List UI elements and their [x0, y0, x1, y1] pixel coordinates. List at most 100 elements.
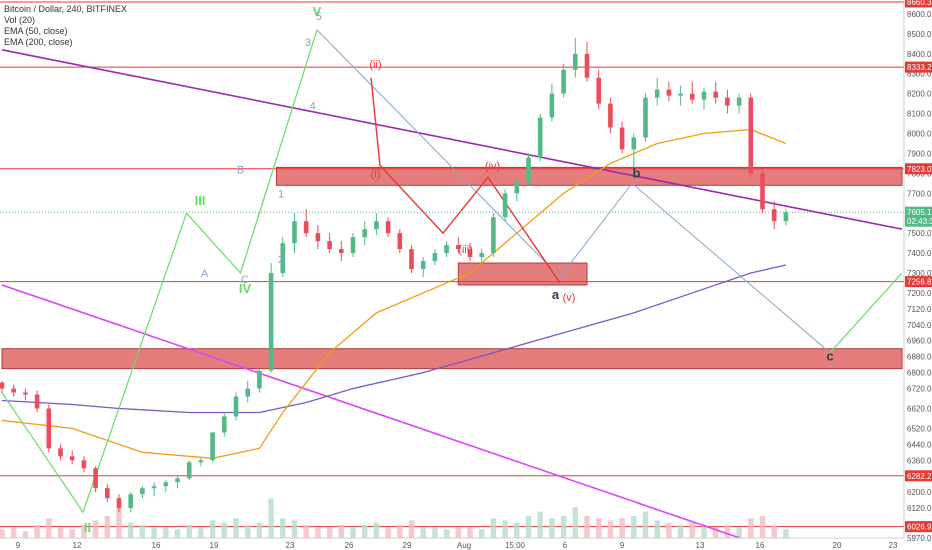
- candle-body[interactable]: [654, 89, 660, 98]
- x-tick-label: 13: [696, 541, 705, 550]
- candle-body[interactable]: [151, 486, 157, 489]
- candle-body[interactable]: [186, 462, 192, 479]
- volume-bar: [92, 520, 99, 538]
- volume-bar: [338, 524, 345, 538]
- volume-bar: [116, 507, 122, 538]
- candle-body[interactable]: [362, 229, 367, 238]
- candle-body[interactable]: [198, 460, 204, 463]
- candle-body[interactable]: [619, 127, 625, 150]
- candle-body[interactable]: [163, 482, 169, 487]
- candle-body[interactable]: [397, 233, 403, 250]
- candle-body[interactable]: [690, 93, 695, 100]
- candle-body[interactable]: [701, 91, 707, 100]
- candle-body[interactable]: [596, 77, 601, 104]
- candle-body[interactable]: [514, 181, 520, 194]
- legend-ema50: EMA (50, close): [4, 26, 68, 36]
- candle-body[interactable]: [771, 209, 777, 222]
- candle-body[interactable]: [631, 137, 637, 150]
- x-tick-label: 9: [620, 541, 625, 550]
- y-tick-label: 6120.0: [907, 504, 932, 513]
- candle-body[interactable]: [280, 243, 286, 273]
- candle-body[interactable]: [81, 460, 87, 469]
- candle-body[interactable]: [409, 249, 414, 270]
- volume-bar: [619, 518, 625, 538]
- candle-body[interactable]: [549, 93, 555, 118]
- x-tick-label: 23: [286, 541, 295, 550]
- candle-body[interactable]: [93, 468, 98, 489]
- candle-body[interactable]: [736, 97, 742, 106]
- candle-body[interactable]: [537, 117, 543, 158]
- candle-body[interactable]: [526, 157, 531, 182]
- candle-body[interactable]: [608, 103, 613, 128]
- candle-body[interactable]: [713, 91, 718, 98]
- volume-bar: [291, 520, 298, 538]
- wave-label: V: [313, 4, 322, 19]
- candle-body[interactable]: [584, 53, 590, 78]
- candle-body[interactable]: [245, 388, 250, 397]
- candle-body[interactable]: [268, 272, 274, 371]
- candle-body[interactable]: [11, 388, 16, 393]
- candle-body[interactable]: [350, 237, 356, 254]
- volume-bar: [666, 522, 672, 538]
- candle-body[interactable]: [69, 456, 75, 461]
- candle-body[interactable]: [420, 261, 426, 270]
- volume-bar: [467, 527, 473, 538]
- candle-body[interactable]: [783, 212, 789, 222]
- volume-bar: [572, 507, 579, 538]
- candle-body[interactable]: [105, 488, 110, 499]
- candle-body[interactable]: [725, 97, 730, 106]
- candle-body[interactable]: [292, 221, 297, 244]
- candle-body[interactable]: [46, 408, 52, 449]
- candle-body[interactable]: [175, 478, 180, 483]
- candle-body[interactable]: [748, 97, 754, 174]
- candle-body[interactable]: [374, 221, 379, 230]
- y-tick-label: 6520.0: [907, 424, 932, 433]
- candle-body[interactable]: [339, 249, 344, 254]
- candle-body[interactable]: [58, 448, 63, 457]
- candle-body[interactable]: [573, 53, 578, 70]
- x-tick-label: 16: [756, 541, 765, 550]
- candle-body[interactable]: [303, 221, 309, 234]
- candle-body[interactable]: [210, 432, 215, 461]
- candle-body[interactable]: [444, 245, 449, 254]
- candle-body[interactable]: [257, 370, 262, 389]
- x-tick-label: 9: [16, 541, 21, 550]
- candle-body[interactable]: [432, 253, 438, 262]
- candle-body[interactable]: [23, 392, 28, 395]
- candle-body[interactable]: [233, 396, 239, 417]
- volume-bar: [502, 520, 508, 538]
- candle-body[interactable]: [222, 416, 227, 433]
- candle-body[interactable]: [327, 241, 332, 250]
- volume-bar: [443, 529, 450, 538]
- candle-body[interactable]: [128, 494, 133, 509]
- volume-bar: [174, 529, 181, 538]
- candle-body[interactable]: [561, 69, 566, 94]
- candle-body[interactable]: [678, 93, 683, 96]
- y-tick-label: 6960.0: [907, 337, 932, 346]
- price-badge-label: 7605.1: [907, 208, 932, 217]
- volume-bar: [303, 524, 309, 538]
- candle-body[interactable]: [0, 382, 5, 389]
- candle-body[interactable]: [643, 97, 648, 138]
- candle-body[interactable]: [456, 245, 461, 250]
- candle-body[interactable]: [315, 233, 321, 242]
- volume-bar: [549, 518, 555, 538]
- candle-body[interactable]: [479, 253, 484, 258]
- supply-demand-zone-0: [1, 348, 903, 370]
- candle-body[interactable]: [760, 173, 765, 210]
- volume-bar: [57, 527, 64, 538]
- candle-body[interactable]: [140, 488, 145, 495]
- candle-body[interactable]: [467, 249, 473, 258]
- candle-body[interactable]: [666, 89, 672, 96]
- candle-body[interactable]: [502, 193, 508, 218]
- candle-body[interactable]: [116, 498, 122, 509]
- y-tick-label: 7120.0: [907, 305, 932, 314]
- candle-body[interactable]: [385, 221, 391, 234]
- y-tick-label: 7900.0: [907, 149, 932, 158]
- candle-body[interactable]: [34, 394, 40, 409]
- volume-bar: [104, 516, 111, 538]
- y-tick-label: 6440.0: [907, 440, 932, 449]
- impulse-wave-line: [1, 29, 318, 514]
- candle-body[interactable]: [491, 217, 496, 254]
